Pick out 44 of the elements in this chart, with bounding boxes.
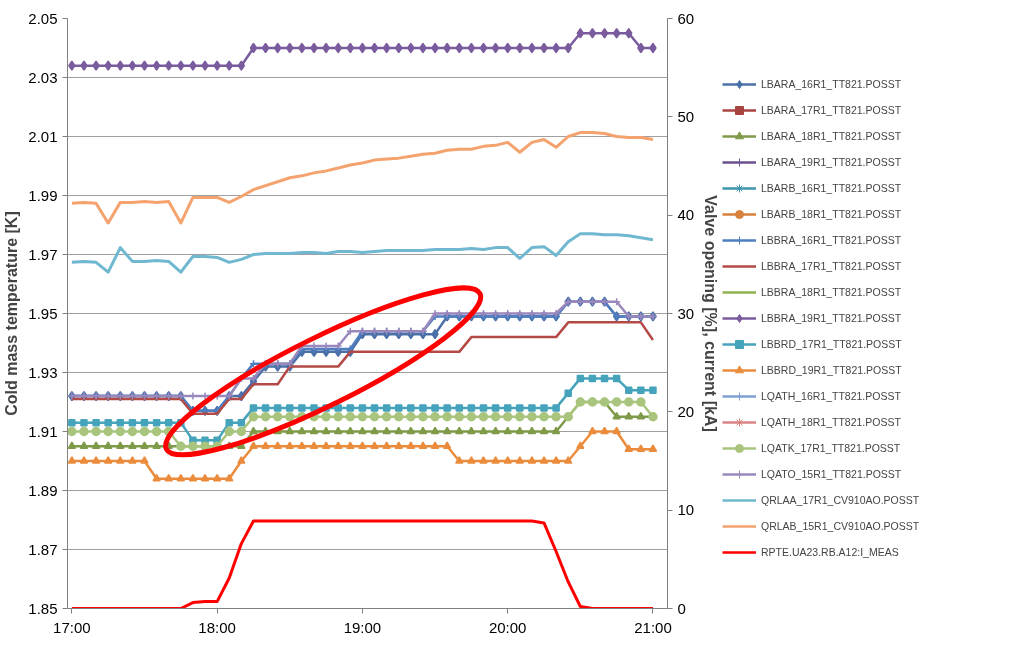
legend-label: LQATH_16R1_TT821.POSST xyxy=(761,389,901,404)
legend-label: QRLAB_15R1_CV910AO.POSST xyxy=(761,519,920,534)
legend-label: LQATH_18R1_TT821.POSST xyxy=(761,415,901,430)
x-tick-label: 19:00 xyxy=(343,618,382,636)
y-axis-title: Cold mass temperature [K] xyxy=(3,211,21,416)
y2-tick-label: 20 xyxy=(677,402,695,420)
legend-label: RPTE.UA23.RB.A12:I_MEAS xyxy=(761,545,899,560)
y2-tick-label: 60 xyxy=(677,9,695,27)
y-tick-label: 1.89 xyxy=(28,481,58,499)
y-tick-label: 1.99 xyxy=(28,186,58,204)
y-tick-label: 2.01 xyxy=(28,127,58,145)
legend-label: LBBRD_17R1_TT821.POSST xyxy=(761,337,902,352)
y-tick-label: 2.03 xyxy=(28,68,58,86)
legend-label: LBARB_18R1_TT821.POSST xyxy=(761,207,902,222)
y-tick-label: 1.87 xyxy=(28,540,58,558)
legend-label: LBBRA_19R1_TT821.POSST xyxy=(761,311,902,326)
legend-label: LQATO_15R1_TT821.POSST xyxy=(761,467,902,482)
x-tick-label: 17:00 xyxy=(53,618,91,636)
legend-label: LBARA_18R1_TT821.POSST xyxy=(761,129,902,144)
y2-tick-label: 10 xyxy=(677,501,695,519)
y-tick-label: 1.85 xyxy=(28,599,58,617)
legend-label: LQATK_17R1_TT821.POSST xyxy=(761,441,901,456)
y-tick-label: 1.97 xyxy=(28,245,58,263)
legend-label: LBARA_19R1_TT821.POSST xyxy=(761,155,902,170)
y2-tick-label: 30 xyxy=(677,304,695,322)
legend-label: LBBRA_18R1_TT821.POSST xyxy=(761,285,902,300)
y2-tick-label: 50 xyxy=(677,107,695,125)
legend-label: LBARA_17R1_TT821.POSST xyxy=(761,103,902,118)
y-tick-label: 1.91 xyxy=(28,422,58,440)
legend-label: QRLAA_17R1_CV910AO.POSST xyxy=(761,493,920,508)
y2-axis-title: Valve opening [%], current [kA] xyxy=(702,195,720,432)
legend-label: LBBRD_19R1_TT821.POSST xyxy=(761,363,902,378)
y-tick-label: 2.05 xyxy=(28,9,58,27)
y2-tick-label: 0 xyxy=(677,599,686,617)
legend-label: LBBRA_17R1_TT821.POSST xyxy=(761,259,902,274)
x-tick-label: 18:00 xyxy=(198,618,236,636)
legend-label: LBARB_16R1_TT821.POSST xyxy=(761,181,902,196)
x-tick-label: 21:00 xyxy=(634,618,672,636)
legend-label: LBBRA_16R1_TT821.POSST xyxy=(761,233,902,248)
x-tick-label: 20:00 xyxy=(488,618,527,636)
y-tick-label: 1.93 xyxy=(28,363,58,381)
y2-tick-label: 40 xyxy=(677,206,695,224)
legend-label: LBARA_16R1_TT821.POSST xyxy=(761,77,902,92)
y-tick-label: 1.95 xyxy=(28,304,58,322)
